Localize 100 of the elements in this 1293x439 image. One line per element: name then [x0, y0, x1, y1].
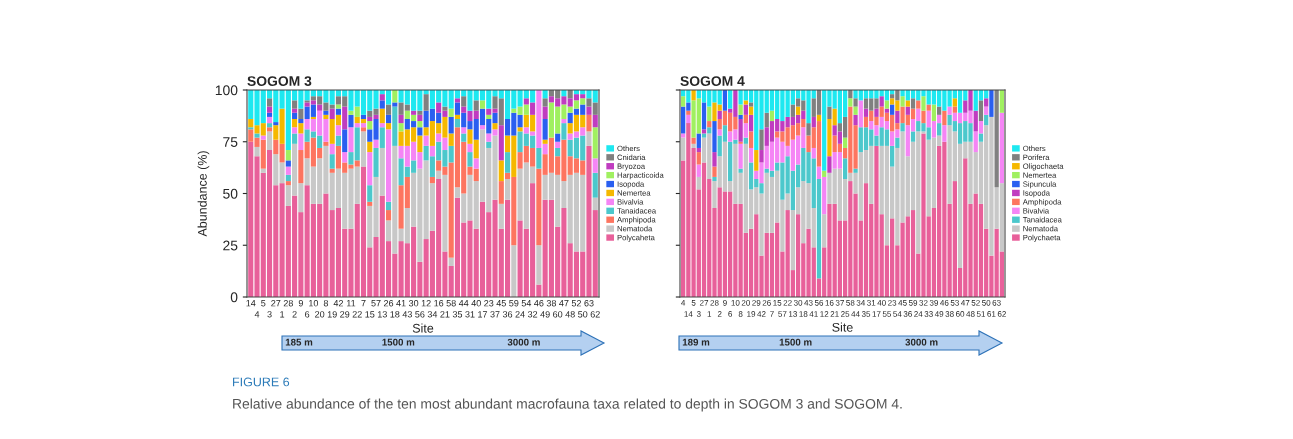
bar	[712, 152, 717, 167]
bar	[348, 127, 354, 153]
bar	[266, 127, 273, 132]
bar	[884, 100, 890, 109]
bar	[884, 121, 890, 130]
bar	[486, 114, 492, 119]
bar	[335, 104, 342, 109]
bar	[498, 160, 504, 182]
bar	[910, 210, 916, 297]
bar	[442, 106, 448, 111]
x-tick-label: 53	[950, 299, 959, 306]
x-axis-title: Site	[832, 322, 853, 332]
x-tick-label: 23	[888, 299, 897, 306]
bar	[717, 110, 722, 119]
bar	[701, 102, 707, 130]
bar	[392, 102, 398, 107]
bar	[467, 152, 473, 167]
x-tick-label: 24	[914, 311, 923, 317]
bar	[743, 114, 748, 124]
bar	[360, 127, 367, 132]
bar	[323, 110, 329, 115]
bar	[942, 110, 947, 126]
bar	[448, 133, 454, 146]
bar	[884, 145, 890, 246]
text: 1500 m	[382, 338, 415, 346]
text: 3000 m	[905, 338, 938, 346]
bar	[712, 176, 717, 182]
bar	[722, 90, 728, 111]
x-tick-label: 19	[327, 311, 337, 318]
bar	[707, 106, 712, 122]
bar	[385, 114, 392, 124]
x-tick-label: 57	[371, 300, 381, 307]
bar	[417, 114, 423, 122]
bar	[417, 121, 423, 128]
bar	[910, 131, 916, 142]
x-tick-label: 15	[365, 311, 375, 318]
x-tick-label: 62	[997, 311, 1006, 317]
bar	[492, 123, 498, 130]
y-tick-label: 100	[215, 85, 238, 96]
bar	[795, 123, 801, 136]
bar	[555, 147, 561, 157]
bar	[806, 123, 811, 136]
bar	[260, 135, 266, 140]
bar	[498, 203, 504, 229]
x-tick-label: 26	[383, 300, 394, 307]
x-tick-label: 3	[696, 311, 701, 317]
x-tick-label: 27	[699, 299, 709, 306]
x-tick-label: 17	[872, 311, 881, 317]
bar	[385, 210, 392, 221]
bar	[921, 96, 926, 111]
y-tick-label: 50	[223, 188, 238, 199]
bar	[411, 110, 417, 115]
x-tick-label: 61	[987, 311, 996, 317]
x-tick-label: 7	[770, 311, 774, 317]
text: Relative abundance of the ten most abundant macrofauna taxa related to depth in SOGOM 3 and SOGOM 4.	[233, 398, 902, 412]
x-tick-label: 30	[793, 299, 803, 306]
x-tick-label: 10	[731, 299, 740, 306]
bar	[504, 152, 511, 173]
bar	[811, 147, 816, 159]
bar	[890, 104, 895, 115]
x-tick-label: 19	[747, 311, 756, 317]
x-tick-label: 18	[799, 311, 808, 317]
bar	[273, 125, 279, 140]
bar	[722, 191, 728, 297]
x-tick-label: 43	[804, 299, 813, 306]
x-tick-label: 28	[283, 300, 293, 307]
text: 1500 m	[779, 338, 812, 346]
bar	[266, 116, 273, 124]
bar	[795, 114, 801, 124]
x-tick-label: 14	[246, 300, 256, 307]
bar	[279, 108, 285, 144]
bar	[517, 127, 523, 132]
bar	[479, 100, 486, 109]
bar	[926, 104, 931, 111]
bar	[486, 141, 492, 148]
x-tick-label: 16	[825, 299, 834, 306]
bar	[536, 147, 542, 169]
bar	[304, 100, 310, 103]
bar	[701, 162, 707, 297]
text: 185 m	[285, 338, 313, 346]
bar	[379, 100, 385, 109]
bar	[957, 123, 963, 144]
x-tick-label: 10	[309, 300, 319, 307]
bar	[748, 162, 754, 190]
x-tick-label: 56	[814, 299, 824, 306]
bar	[542, 139, 548, 144]
bar	[398, 123, 404, 132]
bar	[561, 118, 567, 124]
x-tick-label: 31	[465, 311, 475, 318]
x-tick-label: 38	[945, 311, 954, 317]
x-tick-label: 52	[571, 300, 582, 307]
bar	[884, 129, 890, 146]
x-tick-label: 46	[940, 299, 949, 306]
bar	[842, 158, 848, 180]
y-tick-label: 75	[223, 137, 238, 147]
bar	[266, 106, 273, 113]
bar	[498, 125, 504, 161]
bar	[712, 166, 717, 177]
bar	[874, 108, 879, 117]
bar	[696, 164, 701, 177]
